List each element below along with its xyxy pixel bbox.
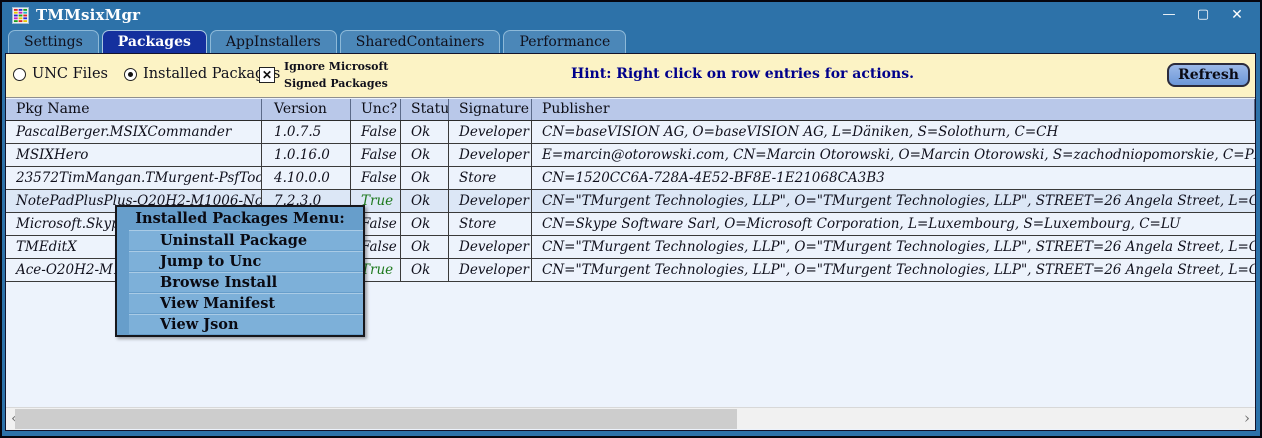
- checkbox-label-line2: Signed Packages: [284, 77, 388, 90]
- cell-pkg-name: MSIXHero: [6, 144, 262, 166]
- menu-item-browse-install[interactable]: Browse Install: [129, 272, 363, 292]
- cell-status: Ok: [401, 167, 449, 189]
- cell-status: Ok: [401, 190, 449, 212]
- menu-item-view-json[interactable]: View Json: [129, 314, 363, 334]
- unc-files-radio-label[interactable]: UNC Files: [32, 66, 108, 82]
- cell-unc: False: [351, 144, 401, 166]
- close-button[interactable]: ✕: [1231, 7, 1243, 23]
- ignore-microsoft-checkbox-label: Ignore Microsoft Signed Packages: [284, 58, 388, 92]
- cell-signature: Store: [449, 213, 532, 235]
- cell-signature: Developer: [449, 121, 532, 143]
- cell-status: Ok: [401, 236, 449, 258]
- cell-unc: False: [351, 236, 401, 258]
- horizontal-scrollbar[interactable]: ‹ ›: [6, 407, 1255, 430]
- checkbox-label-line1: Ignore Microsoft: [284, 60, 389, 73]
- column-header-version[interactable]: Version: [262, 99, 351, 120]
- cell-publisher: CN=1520CC6A-728A-4E52-BF8E-1E21068CA3B3: [542, 170, 885, 186]
- source-radio-group: UNC Files Installed Packages: [13, 66, 296, 82]
- cell-unc: True: [351, 190, 401, 212]
- ignore-microsoft-checkbox[interactable]: ✕: [259, 67, 275, 83]
- scrollbar-thumb[interactable]: [15, 409, 737, 429]
- cell-status: Ok: [401, 144, 449, 166]
- column-header-signature[interactable]: Signature: [449, 99, 532, 120]
- tab-performance[interactable]: Performance: [503, 30, 627, 53]
- cell-pkg-name: 23572TimMangan.TMurgent-PsfTooling: [6, 167, 262, 189]
- column-header-pkg-name[interactable]: Pkg Name: [6, 99, 262, 120]
- cell-status: Ok: [401, 121, 449, 143]
- tab-appinstallers[interactable]: AppInstallers: [209, 30, 337, 53]
- tab-settings[interactable]: Settings: [8, 30, 99, 53]
- cell-signature: Store: [449, 167, 532, 189]
- cell-signature: Developer: [449, 259, 532, 281]
- cell-version: 1.0.16.0: [262, 144, 351, 166]
- table-row[interactable]: PascalBerger.MSIXCommander 1.0.7.5 False…: [6, 121, 1255, 144]
- cell-publisher: CN="TMurgent Technologies, LLP", O="TMur…: [542, 239, 1255, 255]
- window-title: TMMsixMgr: [36, 6, 141, 24]
- unc-files-radio[interactable]: [13, 67, 26, 81]
- installed-packages-radio-label[interactable]: Installed Packages: [142, 66, 281, 82]
- checkbox-checked-icon: ✕: [261, 68, 273, 82]
- cell-publisher: CN=baseVISION AG, O=baseVISION AG, L=Dän…: [542, 124, 1059, 140]
- menu-item-view-manifest[interactable]: View Manifest: [129, 293, 363, 313]
- table-body: PascalBerger.MSIXCommander 1.0.7.5 False…: [6, 121, 1255, 282]
- title-bar: TMMsixMgr — ▢ ✕: [2, 2, 1260, 28]
- cell-pkg-name: PascalBerger.MSIXCommander: [6, 121, 262, 143]
- cell-signature: Developer: [449, 190, 532, 212]
- cell-version: 4.10.0.0: [262, 167, 351, 189]
- table-row[interactable]: MSIXHero 1.0.16.0 False Ok Developer E=m…: [6, 144, 1255, 167]
- window-controls: — ▢ ✕: [1160, 6, 1260, 24]
- tab-sharedcontainers[interactable]: SharedContainers: [339, 30, 501, 53]
- cell-unc: False: [351, 167, 401, 189]
- cell-publisher: CN="TMurgent Technologies, LLP", O="TMur…: [542, 262, 1255, 278]
- menu-item-uninstall-package[interactable]: Uninstall Package: [129, 230, 363, 250]
- installed-packages-radio[interactable]: [123, 67, 137, 81]
- context-menu-title: Installed Packages Menu:: [135, 210, 345, 227]
- cell-publisher: E=marcin@otorowski.com, CN=Marcin Otorow…: [542, 147, 1255, 163]
- column-header-status[interactable]: Status: [401, 99, 449, 120]
- menu-item-jump-to-unc[interactable]: Jump to Unc: [129, 251, 363, 271]
- minimize-button[interactable]: —: [1162, 7, 1176, 22]
- hint-text: Hint: Right click on row entries for act…: [571, 66, 914, 82]
- cell-version: 1.0.7.5: [262, 121, 351, 143]
- cell-status: Ok: [401, 259, 449, 281]
- cell-unc: False: [351, 213, 401, 235]
- scroll-right-icon[interactable]: ›: [1239, 408, 1255, 430]
- tab-packages[interactable]: Packages: [101, 30, 207, 53]
- maximize-button[interactable]: ▢: [1196, 7, 1210, 22]
- cell-unc: True: [351, 259, 401, 281]
- options-toolbar: UNC Files Installed Packages ✕ Ignore Mi…: [6, 54, 1255, 98]
- table-row[interactable]: 23572TimMangan.TMurgent-PsfTooling 4.10.…: [6, 167, 1255, 190]
- refresh-button[interactable]: Refresh: [1167, 63, 1250, 87]
- cell-signature: Developer: [449, 236, 532, 258]
- cell-unc: False: [351, 121, 401, 143]
- packages-panel: UNC Files Installed Packages ✕ Ignore Mi…: [5, 53, 1256, 431]
- app-icon: [12, 6, 29, 24]
- tab-strip: Settings Packages AppInstallers SharedCo…: [2, 28, 1260, 53]
- context-menu: Installed Packages Menu: Uninstall Packa…: [115, 205, 365, 337]
- table-header-row: Pkg Name Version Unc? Status Signature P…: [6, 99, 1255, 121]
- column-header-publisher[interactable]: Publisher: [532, 99, 1255, 120]
- column-header-unc[interactable]: Unc?: [351, 99, 401, 120]
- cell-signature: Developer: [449, 144, 532, 166]
- cell-status: Ok: [401, 213, 449, 235]
- cell-publisher: CN=Skype Software Sarl, O=Microsoft Corp…: [542, 216, 1181, 232]
- cell-publisher: CN="TMurgent Technologies, LLP", O="TMur…: [542, 193, 1255, 209]
